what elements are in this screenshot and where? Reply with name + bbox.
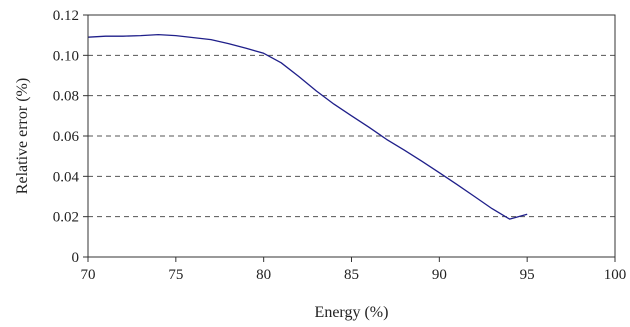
y-tick-label: 0.10: [53, 48, 79, 64]
y-tick-label: 0.04: [53, 169, 80, 185]
y-tick-label: 0: [72, 250, 80, 266]
y-tick-label: 0.02: [53, 210, 79, 226]
x-tick-label: 95: [520, 267, 535, 283]
x-tick-label: 85: [344, 267, 359, 283]
y-tick-label: 0.08: [53, 89, 79, 105]
series-line: [87, 33, 528, 220]
x-axis-label: Energy (%): [315, 304, 389, 321]
y-axis-ticks: 0 0.02 0.04 0.06 0.08 0.10 0.12: [53, 8, 88, 266]
x-tick-label: 75: [168, 267, 183, 283]
x-tick-label: 100: [604, 267, 627, 283]
x-tick-label: 80: [256, 267, 271, 283]
y-axis-label: Relative error (%): [14, 78, 31, 194]
y-tick-label: 0.12: [53, 8, 79, 24]
series-layer: [87, 33, 528, 220]
y-tick-label: 0.06: [53, 129, 80, 145]
x-tick-label: 90: [432, 267, 447, 283]
x-axis-ticks: 70 75 80 85 90 95 100: [81, 257, 627, 283]
x-tick-label: 70: [81, 267, 96, 283]
grid-lines: [88, 54, 615, 218]
